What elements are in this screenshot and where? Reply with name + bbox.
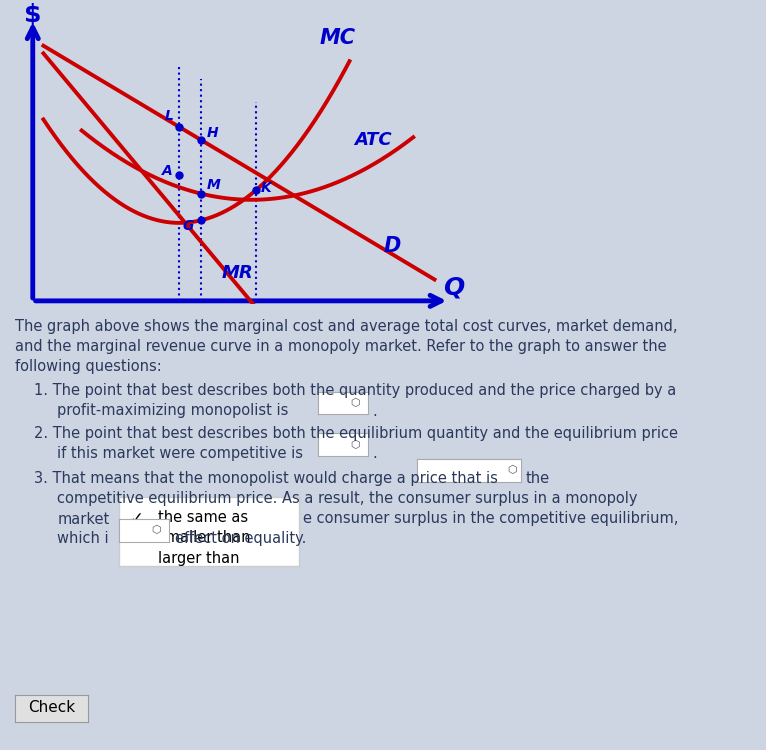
Text: MC: MC bbox=[319, 28, 356, 48]
Text: and the marginal revenue curve in a monopoly market. Refer to the graph to answe: and the marginal revenue curve in a mono… bbox=[15, 339, 667, 354]
Text: 3. That means that the monopolist would charge a price that is: 3. That means that the monopolist would … bbox=[34, 471, 499, 486]
Text: effect on equality.: effect on equality. bbox=[175, 531, 306, 546]
Text: ⬡: ⬡ bbox=[151, 525, 161, 536]
Text: larger than: larger than bbox=[159, 551, 240, 566]
Text: market: market bbox=[57, 512, 110, 526]
Text: ⬡: ⬡ bbox=[350, 440, 360, 450]
Text: ⬡: ⬡ bbox=[350, 398, 360, 408]
Text: $: $ bbox=[24, 2, 41, 26]
Text: Check: Check bbox=[28, 700, 75, 715]
Text: the: the bbox=[525, 471, 549, 486]
Text: D: D bbox=[384, 236, 401, 256]
Text: .: . bbox=[372, 404, 377, 418]
Text: e consumer surplus in the competitive equilibrium,: e consumer surplus in the competitive eq… bbox=[303, 512, 679, 526]
Text: M: M bbox=[207, 178, 221, 192]
Text: ✓: ✓ bbox=[129, 510, 143, 528]
Text: The graph above shows the marginal cost and average total cost curves, market de: The graph above shows the marginal cost … bbox=[15, 319, 678, 334]
Text: G: G bbox=[183, 220, 195, 233]
Text: the same as: the same as bbox=[159, 510, 248, 525]
Text: 1. The point that best describes both the quantity produced and the price charge: 1. The point that best describes both th… bbox=[34, 383, 676, 398]
Text: profit-maximizing monopolist is: profit-maximizing monopolist is bbox=[57, 404, 289, 418]
Text: which i: which i bbox=[57, 531, 109, 546]
Text: ⬡: ⬡ bbox=[508, 465, 518, 476]
Text: K: K bbox=[261, 181, 272, 194]
Text: following questions:: following questions: bbox=[15, 359, 162, 374]
Text: H: H bbox=[207, 126, 219, 140]
Text: 2. The point that best describes both the equilibrium quantity and the equilibri: 2. The point that best describes both th… bbox=[34, 426, 679, 441]
Text: MR: MR bbox=[222, 264, 254, 282]
Text: ATC: ATC bbox=[354, 131, 391, 149]
Text: competitive equilibrium price. As a result, the consumer surplus in a monopoly: competitive equilibrium price. As a resu… bbox=[57, 491, 638, 506]
Text: L: L bbox=[165, 109, 173, 123]
Text: A: A bbox=[162, 164, 172, 178]
Text: if this market were competitive is: if this market were competitive is bbox=[57, 446, 303, 461]
Text: Q: Q bbox=[443, 276, 464, 300]
Text: .: . bbox=[372, 446, 377, 461]
Text: smaller than: smaller than bbox=[159, 530, 250, 545]
